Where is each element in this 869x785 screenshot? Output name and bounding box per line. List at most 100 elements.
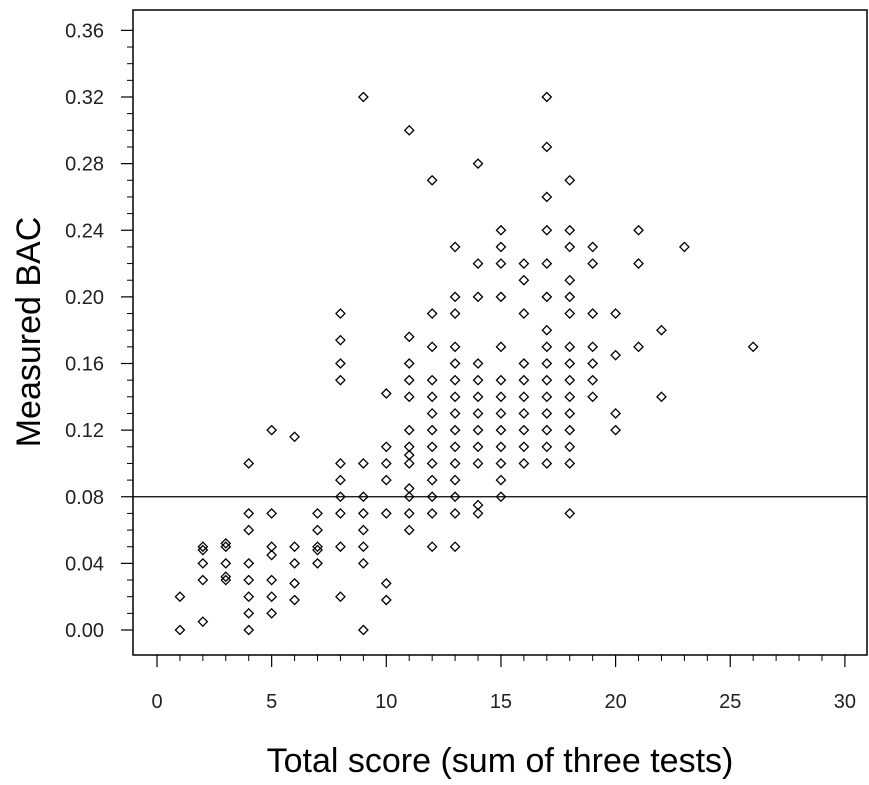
data-point	[564, 291, 576, 303]
data-point	[495, 341, 507, 353]
data-point	[564, 441, 576, 453]
data-point	[495, 424, 507, 436]
data-point	[357, 91, 369, 103]
data-point	[266, 591, 278, 603]
data-point	[518, 458, 530, 469]
data-point	[426, 458, 438, 469]
data-point	[220, 557, 232, 569]
data-point	[449, 391, 461, 403]
data-point	[495, 224, 507, 236]
data-point	[541, 191, 553, 203]
data-point	[357, 458, 369, 469]
y-tick-label: 0.04	[65, 553, 104, 575]
data-point	[335, 458, 346, 469]
data-point	[335, 374, 346, 386]
data-point	[564, 424, 576, 436]
data-point	[335, 491, 346, 503]
data-point	[472, 424, 484, 436]
data-point	[564, 224, 576, 236]
data-point	[472, 291, 484, 303]
data-point	[541, 224, 553, 236]
data-point	[633, 258, 644, 269]
data-point	[633, 341, 644, 353]
data-point	[312, 544, 323, 556]
data-point	[518, 391, 530, 403]
data-point	[449, 374, 461, 386]
y-tick-label: 0.28	[65, 154, 104, 176]
data-point	[610, 308, 622, 319]
data-point	[403, 331, 415, 343]
data-point	[197, 541, 209, 553]
data-point	[564, 341, 576, 353]
data-point	[426, 541, 438, 553]
data-point	[518, 274, 530, 286]
data-point	[312, 541, 323, 553]
data-point	[266, 549, 278, 561]
data-point	[266, 607, 278, 619]
data-point	[403, 124, 415, 136]
data-point	[403, 507, 415, 519]
data-point	[174, 591, 186, 603]
data-point	[449, 308, 461, 319]
x-tick-label: 30	[834, 691, 856, 713]
data-point	[357, 491, 369, 503]
data-point	[541, 408, 553, 419]
data-point	[564, 374, 576, 386]
data-point	[564, 408, 576, 419]
data-point	[587, 308, 599, 319]
data-point	[266, 507, 278, 519]
data-point	[518, 424, 530, 436]
data-point	[564, 507, 576, 519]
data-point	[541, 91, 553, 103]
data-point	[403, 391, 415, 403]
data-point	[289, 577, 300, 589]
data-point	[472, 374, 484, 386]
data-point	[541, 458, 553, 469]
data-point	[357, 557, 369, 569]
data-point	[403, 374, 415, 386]
data-point	[495, 258, 507, 269]
data-point	[426, 374, 438, 386]
data-point	[472, 499, 484, 511]
data-point	[610, 424, 622, 436]
data-point	[472, 458, 484, 469]
data-point	[587, 258, 599, 269]
data-point	[541, 324, 553, 336]
data-point	[335, 507, 346, 519]
data-point	[564, 358, 576, 369]
x-tick-label: 15	[490, 691, 512, 713]
data-point	[243, 607, 255, 619]
data-point	[449, 458, 461, 469]
data-point	[380, 577, 392, 589]
data-point	[426, 424, 438, 436]
y-tick-label: 0.08	[65, 487, 104, 509]
data-point	[541, 141, 553, 153]
data-point	[472, 391, 484, 403]
data-point	[357, 624, 369, 636]
data-point	[335, 541, 346, 553]
data-point	[220, 571, 232, 583]
data-point	[335, 591, 346, 603]
data-point	[541, 258, 553, 269]
data-point	[197, 544, 209, 556]
data-point	[518, 374, 530, 386]
data-point	[335, 358, 346, 369]
y-tick-label: 0.12	[65, 420, 104, 442]
data-point	[289, 557, 300, 569]
data-point	[243, 591, 255, 603]
data-point	[243, 458, 255, 469]
data-point	[403, 524, 415, 536]
data-point	[380, 594, 392, 606]
data-point	[403, 458, 415, 469]
data-point	[587, 341, 599, 353]
data-point	[449, 341, 461, 353]
data-point	[564, 458, 576, 469]
data-point	[449, 491, 461, 503]
data-point	[541, 424, 553, 436]
data-point	[243, 557, 255, 569]
data-point	[266, 541, 278, 553]
data-point	[426, 474, 438, 486]
data-point	[220, 537, 232, 549]
y-tick-label: 0.32	[65, 87, 104, 109]
data-point	[449, 541, 461, 553]
